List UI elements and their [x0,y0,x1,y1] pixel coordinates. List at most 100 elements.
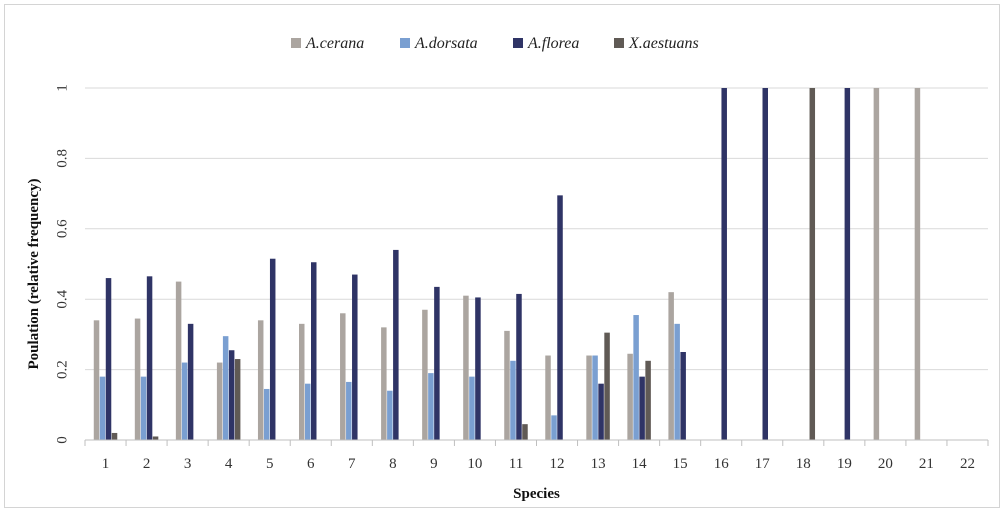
bar-a-florea-7 [352,274,358,440]
bar-a-dorsata-3 [181,362,188,440]
bar-a-florea-12 [557,195,563,440]
bar-a-cerana-1 [93,320,100,440]
x-tick-label: 18 [796,456,811,472]
bar-a-cerana-15 [668,292,674,440]
bar-a-florea-15 [680,352,686,440]
x-tick-label: 13 [591,456,606,472]
bar-x-aestuans-13 [604,332,610,440]
bar-a-florea-14 [639,376,645,440]
legend-swatch [614,38,624,48]
x-tick-label: 12 [550,456,565,472]
bar-x-aestuans-14 [645,360,651,440]
bar-a-florea-5 [269,258,276,440]
x-tick-label: 14 [632,456,648,472]
legend-label: X.aestuans [628,35,699,52]
bar-a-cerana-5 [257,320,264,440]
x-tick-label: 2 [143,456,151,472]
bar-a-dorsata-14 [633,315,639,440]
bar-a-dorsata-2 [140,376,147,440]
bar-a-dorsata-1 [99,376,106,440]
bar-a-cerana-12 [545,355,551,440]
bar-a-florea-6 [311,262,317,440]
bar-x-aestuans-18 [809,88,816,440]
bar-a-cerana-2 [134,318,141,440]
legend-swatch [513,38,523,48]
y-axis-title: Poulation (relative frequency) [26,178,42,369]
bars [93,88,921,440]
gridlines [85,87,988,371]
bar-a-cerana-6 [299,323,305,440]
bar-a-cerana-4 [216,362,223,440]
bar-a-dorsata-13 [592,355,598,440]
bar-a-dorsata-5 [263,388,270,440]
bar-a-dorsata-9 [428,373,434,440]
bar-a-florea-3 [187,323,194,440]
x-axis-title: Species [513,486,560,502]
bar-a-florea-19 [844,88,851,440]
y-tick-label: 0.4 [54,289,70,308]
y-tick-label: 0.8 [54,149,70,168]
bar-a-cerana-13 [586,355,592,440]
bar-a-dorsata-6 [305,383,311,440]
x-tick-label: 20 [878,456,893,472]
y-tick-label: 0.2 [54,360,70,379]
legend: A.cerana A.dorsata A.florea X.aestuans [291,35,699,52]
bar-a-dorsata-11 [510,360,516,440]
bar-a-cerana-8 [381,327,387,440]
bar-a-cerana-7 [340,313,346,440]
bar-a-dorsata-4 [222,336,229,440]
bar-a-florea-9 [434,286,440,440]
legend-label: A.dorsata [414,35,478,52]
x-tick-label: 11 [509,456,523,472]
bar-a-cerana-14 [627,353,633,440]
bar-a-florea-10 [475,297,481,440]
bar-a-florea-2 [146,276,153,440]
x-axis-ticks: 1 2 3 4 5 6 7 8 9 10 11 12 13 14 15 16 17 18 19 20 21 22 [84,440,989,472]
x-tick-label: 9 [430,456,438,472]
bar-x-aestuans-4 [234,359,241,440]
bar-x-aestuans-2 [152,436,159,440]
legend-label: A.florea [527,35,579,52]
x-tick-label: 15 [673,456,688,472]
y-tick-label: 1 [54,84,70,92]
bar-a-dorsata-15 [674,323,680,440]
x-tick-label: 21 [919,456,934,472]
x-tick-label: 6 [307,456,315,472]
bar-a-cerana-9 [422,309,428,440]
bar-a-dorsata-12 [551,415,557,440]
bar-a-florea-13 [598,383,604,440]
y-axis-ticks: 0 0.2 0.4 0.6 0.8 1 [54,84,70,444]
bar-a-cerana-21 [914,88,921,440]
x-tick-label: 17 [755,456,771,472]
bar-a-florea-17 [762,88,768,440]
x-tick-label: 10 [467,456,482,472]
legend-swatch [400,38,410,48]
bar-x-aestuans-1 [111,432,118,440]
x-tick-label: 4 [225,456,233,472]
bar-a-dorsata-10 [469,376,475,440]
x-tick-label: 1 [102,456,110,472]
bar-a-florea-11 [516,293,522,440]
bar-a-florea-1 [105,278,112,440]
bar-a-florea-16 [721,88,727,440]
y-tick-label: 0 [54,436,70,444]
x-tick-label: 8 [389,456,397,472]
x-tick-label: 3 [184,456,192,472]
y-tick-label: 0.6 [54,219,70,238]
bar-a-florea-4 [228,350,235,440]
bar-a-cerana-10 [463,295,469,440]
bar-a-florea-8 [393,249,399,440]
legend-label: A.cerana [305,35,364,52]
x-tick-label: 7 [348,456,356,472]
x-tick-label: 19 [837,456,852,472]
x-tick-label: 5 [266,456,274,472]
bar-a-dorsata-7 [346,381,352,440]
x-tick-label: 22 [960,456,975,472]
x-tick-label: 16 [714,456,730,472]
legend-swatch [291,38,301,48]
bar-a-dorsata-8 [387,390,393,440]
bar-a-cerana-3 [175,281,182,440]
bar-a-cerana-20 [873,88,880,440]
bar-a-cerana-11 [504,330,510,440]
